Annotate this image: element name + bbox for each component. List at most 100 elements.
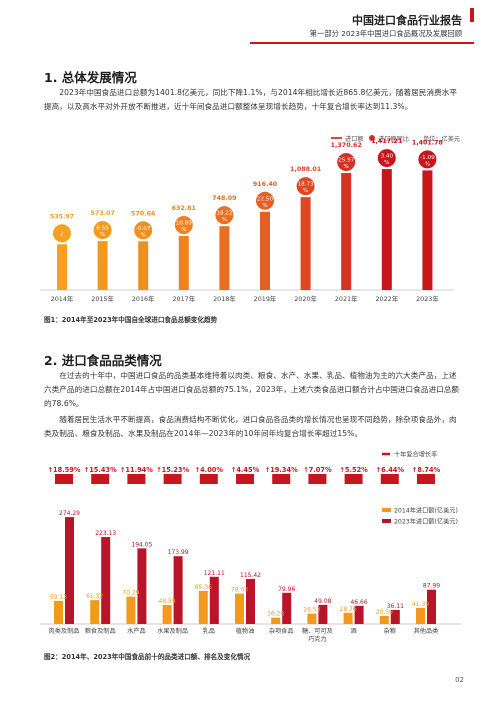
value-label-2014: 28.76 [340, 606, 357, 613]
bar-2023 [246, 579, 255, 624]
bar-2023 [137, 548, 147, 624]
bar-2014 [198, 590, 208, 624]
value-label: 1,088.01 [290, 166, 321, 173]
bar [381, 169, 392, 290]
yoy-label: 10.89 [176, 221, 192, 227]
x-tick-label: 2014年 [51, 294, 74, 303]
bar [178, 236, 189, 290]
yoy-percent: % [425, 161, 430, 167]
x-tick-label: 2023年 [416, 294, 439, 303]
cagr-bar [344, 474, 363, 484]
value-label-2023: 79.96 [278, 586, 295, 593]
value-label-2023: 274.29 [59, 510, 80, 517]
value-label: 573.07 [90, 210, 114, 217]
value-label: 632.81 [172, 205, 196, 212]
x-tick-label: 乳品 [203, 627, 215, 635]
report-title: 中国进口食品行业报告 [352, 14, 462, 27]
yoy-percent: % [100, 232, 105, 238]
cagr-label: ↑19.34% [265, 466, 298, 474]
cagr-label: ↑15.23% [156, 466, 189, 474]
cagr-bar [308, 474, 327, 484]
x-tick-label: 2020年 [294, 294, 317, 303]
bar-2023 [427, 589, 436, 624]
value-label-2023: 173.99 [168, 549, 189, 556]
x-tick-label: 2018年 [213, 294, 236, 303]
bar-2023 [101, 537, 111, 624]
yoy-percent: % [303, 188, 308, 194]
cagr-bar [199, 474, 218, 484]
cagr-bar [55, 474, 73, 484]
value-label: 916.40 [253, 181, 278, 188]
yoy-label: 18.73 [298, 182, 314, 188]
value-label-2014: 59.13 [50, 594, 67, 601]
bar-2014 [162, 605, 172, 624]
value-label-2014: 78.03 [231, 587, 248, 594]
x-tick-label: 2017年 [172, 294, 195, 303]
cagr-bar [380, 474, 399, 484]
x-tick-label: 粮食及制品 [85, 627, 116, 635]
section1-title: 1. 总体发展情况 [44, 70, 137, 85]
value-label-2014: 41.39 [412, 601, 429, 608]
legend-2014-swatch [382, 508, 391, 512]
value-label: 535.97 [50, 213, 74, 220]
bar-2014 [307, 613, 317, 624]
bar-2023 [209, 576, 219, 624]
value-label: 1,401.78 [412, 139, 443, 146]
value-label-2014: 20.59 [376, 609, 393, 616]
cagr-label: ↑8.74% [412, 466, 441, 474]
value-label-2023: 223.13 [95, 530, 116, 537]
bar [260, 211, 270, 290]
bar [422, 170, 433, 290]
legend-label: 2014年进口额(亿美元) [394, 507, 458, 515]
yoy-bubble [337, 153, 356, 172]
bar-2014 [90, 600, 100, 624]
cagr-label: ↑15.43% [84, 466, 117, 474]
bar [97, 241, 108, 290]
legend-circle-swatch [369, 135, 375, 141]
x-tick-label: 酒 [351, 627, 357, 635]
value-label: 1,417.21 [371, 138, 402, 145]
page-number: 02 [455, 676, 464, 684]
report-subtitle: 第一部分 2023年中国进口食品概况及发展回顾 [309, 29, 462, 38]
value-label-2023: 87.99 [423, 583, 440, 590]
yoy-label: 22.50 [257, 196, 273, 202]
bar-2023 [173, 556, 183, 624]
bar [341, 173, 352, 290]
x-tick-label: 杂项食品 [269, 627, 294, 635]
yoy-percent: % [222, 217, 227, 223]
yoy-percent: % [181, 227, 186, 233]
yoy-label: 25.97 [338, 158, 354, 164]
bar [300, 197, 311, 290]
bar-2023 [354, 605, 364, 624]
cagr-bar [163, 474, 182, 484]
cagr-label: ↑11.94% [120, 466, 153, 474]
bar-2014 [126, 596, 136, 624]
yoy-bubble [174, 216, 193, 235]
yoy-label: -0.07 [136, 226, 151, 232]
chart-total-imports: 进口额 进口额同比 单位：亿美元 535.97 / 2014年 573.07 6.55% 201… [40, 135, 460, 303]
yoy-label: 3.40 [381, 154, 394, 160]
yoy-label: / [61, 231, 64, 238]
value-label-2023: 115.42 [240, 572, 261, 579]
bar-2023 [318, 604, 328, 624]
value-label: 748.09 [212, 195, 236, 202]
figure2-caption: 图2：2014年、2023年中国食品前十的品类进口额、排名及变化情况 [44, 653, 251, 661]
cagr-bar [272, 474, 291, 484]
cagr-label: ↑7.07% [303, 466, 332, 474]
value-label-2014: 26.53 [303, 607, 320, 614]
legend-label: 十年复合增长率 [394, 451, 437, 459]
section2-paragraph2: 随着居民生活水平不断提高，食品消费结构不断优化，进口食品各品类的增长情况也呈现不… [44, 415, 457, 438]
yoy-bubble [93, 221, 112, 240]
bar [57, 244, 67, 290]
legend-label: 进口额 [345, 135, 364, 143]
bar [219, 226, 230, 290]
yoy-bubble [418, 150, 437, 169]
x-tick-label: 肉类及制品 [49, 627, 80, 635]
cagr-label: ↑18.59% [48, 466, 81, 474]
cagr-bar [236, 474, 254, 484]
value-label-2023: 194.05 [131, 541, 152, 548]
yoy-bubble [215, 206, 234, 225]
yoy-bubble [53, 224, 71, 243]
bar-2014 [54, 600, 63, 624]
x-tick-label: 杂粮 [384, 627, 396, 635]
